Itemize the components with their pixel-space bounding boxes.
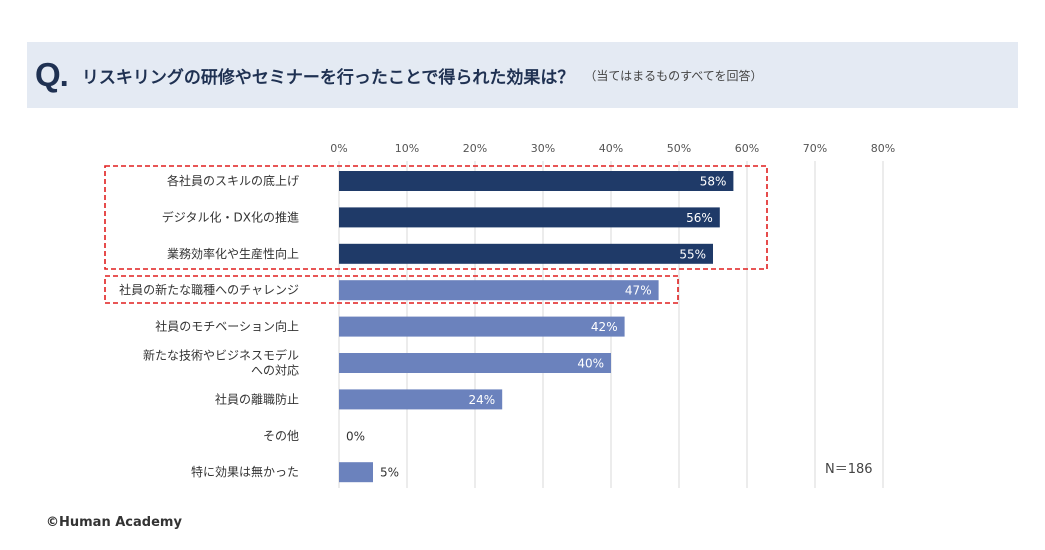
- value-label: 40%: [577, 357, 604, 371]
- x-tick-label: 20%: [463, 142, 487, 155]
- value-label: 55%: [679, 247, 706, 261]
- x-tick-label: 10%: [395, 142, 419, 155]
- category-label: 社員の離職防止: [215, 391, 299, 406]
- question-subtitle: （当てはまるものすべてを回答）: [584, 68, 763, 83]
- value-label: 47%: [625, 284, 652, 298]
- sample-size-label: N＝186: [825, 462, 873, 477]
- x-tick-label: 80%: [871, 142, 895, 155]
- bar: [339, 243, 713, 264]
- copyright-footer: ©Human Academy: [46, 515, 182, 530]
- bar: [339, 207, 720, 228]
- category-label: 各社員のスキルの底上げ: [167, 173, 299, 188]
- x-tick-label: 40%: [599, 142, 623, 155]
- bar: [339, 171, 734, 191]
- bar: [339, 462, 373, 483]
- x-tick-label: 0%: [330, 142, 347, 155]
- category-label: 特に効果は無かった: [191, 464, 299, 479]
- category-label: デジタル化・DX化の推進: [162, 209, 299, 224]
- value-label: 24%: [469, 393, 496, 407]
- bar: [339, 280, 659, 301]
- category-label: 社員の新たな職種へのチャレンジ: [119, 282, 299, 297]
- x-tick-label: 60%: [735, 142, 759, 155]
- bar: [339, 316, 625, 337]
- category-label: 社員のモチベーション向上: [155, 319, 299, 334]
- question-title: リスキリングの研修やセミナーを行ったことで得られた効果は？: [81, 67, 575, 88]
- question-header: Q. リスキリングの研修やセミナーを行ったことで得られた効果は？ （当てはまるも…: [27, 42, 1018, 108]
- value-label: 58%: [700, 175, 727, 189]
- category-label: 業務効率化や生産性向上: [167, 246, 299, 261]
- bar: [339, 353, 611, 373]
- x-tick-label: 50%: [667, 142, 691, 155]
- highlight-box-challenge: [104, 275, 679, 304]
- value-label: 0%: [346, 429, 365, 443]
- category-label: その他: [263, 429, 299, 443]
- question-mark: Q.: [35, 56, 69, 93]
- value-label: 56%: [686, 211, 713, 225]
- value-label: 42%: [591, 320, 618, 334]
- value-label: 5%: [380, 466, 399, 480]
- highlight-box-top3: [104, 165, 768, 270]
- bar: [339, 389, 503, 410]
- x-tick-label: 30%: [531, 142, 555, 155]
- category-label: 新たな技術やビジネスモデルへの対応: [143, 348, 299, 378]
- x-tick-label: 70%: [803, 142, 827, 155]
